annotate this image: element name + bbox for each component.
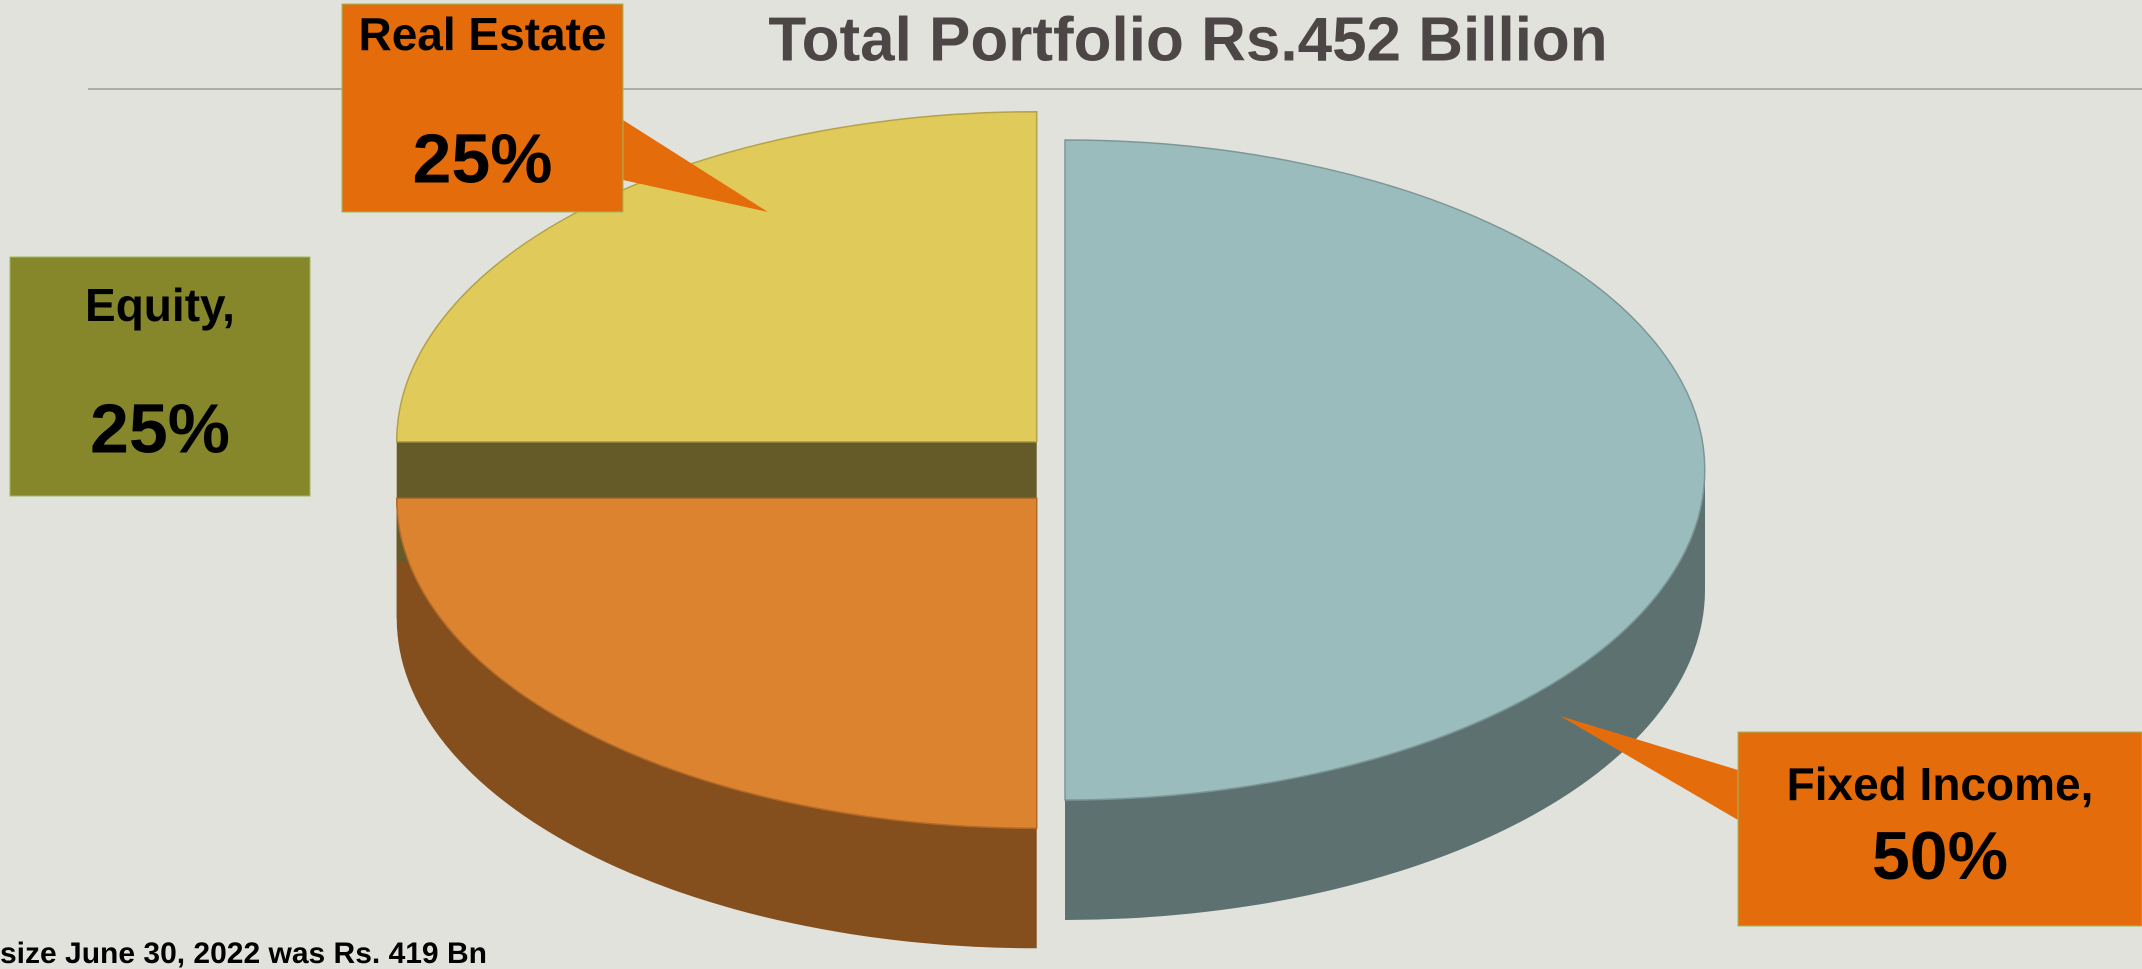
data-labels: Fixed Income, 50% Equity, 25% Real Estate 25% <box>9 3 2142 927</box>
slice-outer-wall <box>396 498 1037 949</box>
pie-tops <box>395 110 1706 830</box>
label-box <box>341 3 624 213</box>
label-value: 25% <box>90 389 230 467</box>
label-box <box>9 256 311 497</box>
slice-outer-wall <box>1065 470 1705 920</box>
label-name: Fixed Income, <box>1787 758 2094 810</box>
label-box <box>1737 731 2142 927</box>
chart-title: Total Portfolio Rs.452 Billion <box>768 5 1607 74</box>
label-value: 50% <box>1872 818 2008 894</box>
label-value: 25% <box>412 119 552 197</box>
slice <box>395 497 1038 830</box>
label-name: Equity, <box>85 279 235 331</box>
label-callout <box>623 120 768 212</box>
slice <box>1064 139 1706 801</box>
label-name: Real Estate <box>358 8 606 60</box>
footer-note: size June 30, 2022 was Rs. 419 Bn <box>0 937 487 969</box>
label-callout <box>1560 716 1738 820</box>
